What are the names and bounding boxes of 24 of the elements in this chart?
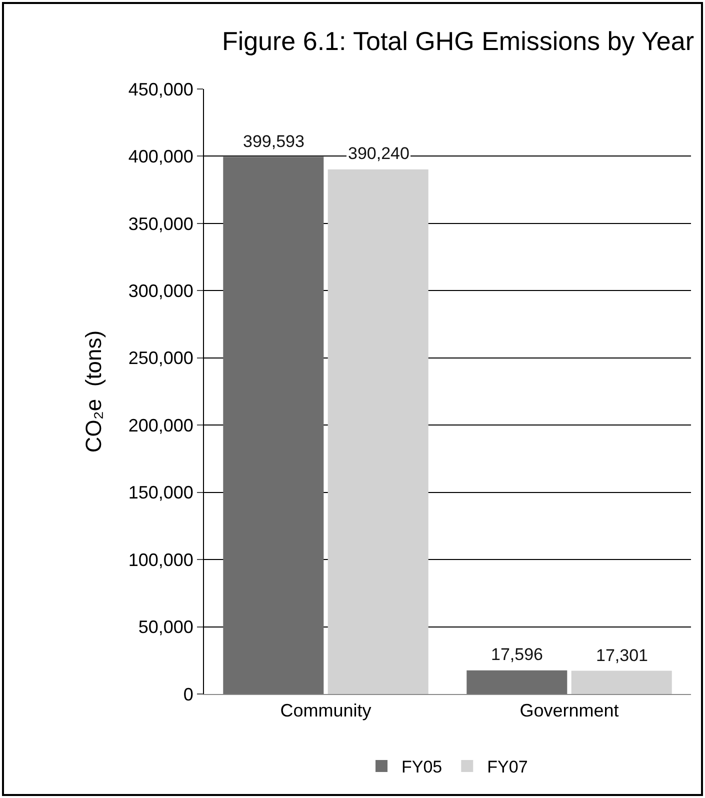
- x-tick-label: Community: [280, 700, 372, 721]
- y-tick-label: 50,000: [138, 617, 194, 638]
- bar: [571, 670, 672, 694]
- chart-title: Figure 6.1: Total GHG Emissions by Year: [222, 26, 694, 56]
- bar: [328, 169, 428, 694]
- y-tick-label: 400,000: [128, 146, 194, 167]
- y-tick-label: 150,000: [128, 482, 194, 503]
- bar: [466, 670, 568, 694]
- y-tick-label: 450,000: [128, 79, 194, 100]
- x-tick-label: Government: [520, 700, 619, 721]
- y-axis-title: CO₂e (tons): [81, 330, 106, 453]
- data-label: 390,240: [348, 144, 410, 163]
- bar: [223, 156, 324, 694]
- y-tick-label: 0: [183, 684, 194, 704]
- y-tick-label: 100,000: [128, 550, 194, 570]
- y-tick-label: 250,000: [128, 348, 194, 368]
- legend-label: FY05: [402, 758, 442, 777]
- data-label: 17,596: [491, 645, 543, 664]
- y-tick-label: 300,000: [128, 280, 194, 301]
- y-tick-label: 350,000: [128, 214, 194, 234]
- data-label: 17,301: [596, 646, 648, 665]
- y-tick-label: 200,000: [128, 415, 194, 436]
- legend-label: FY07: [487, 758, 528, 777]
- data-label: 399,593: [243, 132, 304, 151]
